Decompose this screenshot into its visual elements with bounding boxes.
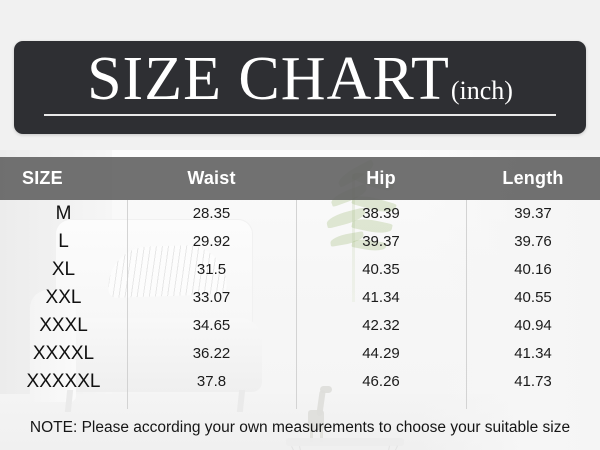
page-title: SIZE CHART — [87, 45, 450, 113]
table-row: XL 31.5 40.35 40.16 — [0, 256, 600, 284]
cell-waist: 36.22 — [192, 345, 231, 362]
cell-length: 40.55 — [514, 289, 552, 306]
background-right-fade — [420, 150, 600, 450]
column-header-hip: Hip — [366, 168, 396, 188]
column-header-length: Length — [502, 168, 564, 188]
cell-waist: 37.8 — [196, 373, 227, 390]
cell-waist: 34.65 — [192, 317, 231, 334]
size-table: SIZE Waist Hip Length M 28.35 38.39 39.3… — [0, 157, 600, 450]
cell-waist: 29.92 — [192, 233, 231, 250]
background-giraffe-leg — [310, 428, 313, 442]
background-photo — [0, 150, 600, 450]
cell-length: 41.34 — [514, 345, 552, 362]
table-row: XXXXL 36.22 44.29 41.34 — [0, 340, 600, 368]
cell-size: M — [55, 203, 72, 224]
cell-hip: 44.29 — [362, 345, 400, 362]
background-giraffe-head — [320, 386, 332, 393]
background-sofa-arm — [30, 290, 76, 402]
background-plant-stem — [352, 174, 355, 302]
cell-size: XL — [51, 259, 76, 280]
table-row: L 29.92 39.37 39.76 — [0, 228, 600, 256]
cell-waist: 31.5 — [196, 261, 227, 278]
cell-length: 41.73 — [514, 373, 552, 390]
column-divider — [466, 200, 467, 409]
cell-waist: 33.07 — [192, 289, 231, 306]
measurement-note: NOTE: Please according your own measurem… — [29, 419, 571, 436]
cell-size: XXXXXL — [26, 371, 101, 392]
title-underline — [44, 114, 556, 116]
cell-waist: 28.35 — [192, 205, 231, 222]
table-row: XXXL 34.65 42.32 40.94 — [0, 312, 600, 340]
background-side-table-top — [286, 438, 404, 446]
background-sofa-seat — [48, 318, 262, 392]
column-header-waist: Waist — [187, 168, 236, 188]
cell-length: 40.94 — [514, 317, 552, 334]
table-row: XXL 33.07 41.34 40.55 — [0, 284, 600, 312]
title-banner: SIZE CHART (inch) — [14, 41, 586, 134]
cell-hip: 41.34 — [362, 289, 400, 306]
cell-size: XXL — [45, 287, 82, 308]
cell-hip: 40.35 — [362, 261, 400, 278]
title-unit-label: (inch) — [450, 76, 513, 105]
column-header-size: SIZE — [22, 168, 63, 188]
cell-length: 40.16 — [514, 261, 552, 278]
background-giraffe-leg — [320, 428, 323, 442]
cell-length: 39.37 — [514, 205, 552, 222]
cell-hip: 39.37 — [362, 233, 400, 250]
title-text-group: SIZE CHART (inch) — [14, 48, 586, 110]
table-row: XXXXXL 37.8 46.26 41.73 — [0, 368, 600, 396]
table-body: M 28.35 38.39 39.37 L 29.92 39.37 39.76 … — [0, 200, 600, 396]
cell-length: 39.76 — [514, 233, 552, 250]
table-row: M 28.35 38.39 39.37 — [0, 200, 600, 228]
column-divider — [296, 200, 297, 409]
cell-size: XXXL — [39, 315, 88, 336]
cell-hip: 42.32 — [362, 317, 400, 334]
column-divider — [127, 200, 128, 409]
cell-size: XXXXL — [32, 343, 95, 364]
table-header-row — [0, 157, 600, 200]
cell-size: L — [58, 231, 69, 252]
cell-hip: 46.26 — [362, 373, 400, 390]
cell-hip: 38.39 — [362, 205, 400, 222]
